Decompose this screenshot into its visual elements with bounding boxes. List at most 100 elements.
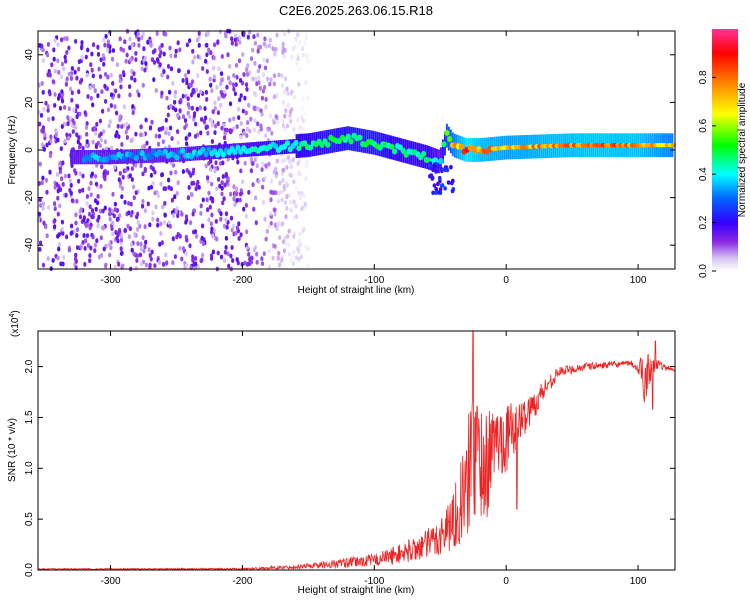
noise-speckle	[151, 216, 155, 222]
noise-speckle	[213, 130, 217, 136]
noise-speckle	[284, 214, 288, 220]
noise-speckle	[66, 115, 70, 120]
noise-speckle	[77, 66, 81, 72]
noise-speckle	[223, 89, 227, 95]
noise-speckle	[191, 170, 195, 176]
noise-speckle	[210, 256, 214, 261]
noise-speckle	[245, 245, 250, 251]
noise-speckle	[224, 235, 228, 241]
noise-speckle	[116, 123, 120, 129]
x-tick-label: -300	[101, 576, 121, 587]
noise-speckle	[58, 105, 63, 111]
noise-speckle	[184, 136, 188, 141]
noise-speckle	[235, 191, 239, 197]
noise-speckle	[130, 42, 134, 48]
ridge-point	[302, 140, 308, 147]
noise-speckle	[166, 74, 170, 80]
noise-speckle	[185, 42, 189, 48]
noise-speckle	[53, 184, 57, 190]
noise-speckle	[260, 261, 265, 266]
noise-speckle	[62, 255, 66, 260]
noise-speckle	[194, 261, 198, 267]
x-tick-label: -300	[101, 275, 121, 286]
noise-speckle	[162, 186, 166, 192]
noise-speckle	[199, 211, 203, 216]
noise-speckle	[255, 251, 259, 257]
noise-speckle	[225, 84, 229, 90]
noise-speckle	[161, 262, 166, 267]
noise-speckle	[254, 220, 258, 226]
noise-speckle	[120, 124, 124, 129]
noise-speckle	[292, 179, 296, 185]
noise-speckle	[46, 104, 50, 109]
noise-speckle	[306, 246, 310, 252]
ridge-point	[325, 141, 331, 148]
noise-speckle	[151, 181, 155, 187]
snr-panel: -300 -200 -100 0 100 0.0 0.5 1.0 1.5 2.0 Height …	[7, 310, 676, 596]
noise-speckle	[220, 54, 224, 59]
noise-speckle	[149, 172, 153, 178]
noise-speckle	[67, 106, 71, 112]
noise-speckle	[278, 222, 282, 228]
noise-speckle	[96, 93, 100, 99]
noise-speckle	[260, 256, 264, 261]
ridge-point	[307, 144, 314, 151]
noise-speckle	[60, 74, 64, 79]
noise-speckle	[37, 211, 42, 217]
noise-speckle	[194, 256, 198, 261]
noise-speckle	[115, 217, 119, 222]
noise-speckle	[181, 93, 185, 99]
noise-speckle	[251, 47, 255, 53]
ridge-point	[220, 151, 226, 158]
x-tick-label: -200	[232, 576, 252, 587]
noise-speckle	[178, 99, 182, 105]
noise-speckle	[191, 48, 195, 54]
noise-speckle	[89, 180, 93, 186]
ridge-point	[174, 154, 180, 161]
noise-speckle	[253, 61, 257, 66]
noise-speckle	[139, 163, 143, 169]
noise-speckle	[39, 240, 43, 246]
noise-speckle	[161, 139, 165, 145]
noise-speckle	[160, 172, 164, 178]
noise-speckle	[234, 186, 239, 192]
noise-speckle	[104, 99, 108, 104]
noise-speckle	[219, 254, 224, 260]
noise-speckle	[235, 124, 239, 129]
noise-speckle	[88, 253, 92, 258]
ridge-halo	[360, 128, 363, 153]
noise-speckle	[213, 100, 217, 106]
noise-speckle	[169, 186, 173, 192]
noise-speckle	[239, 93, 243, 98]
noise-speckle	[212, 228, 216, 234]
noise-speckle	[118, 213, 122, 219]
noise-speckle	[260, 95, 264, 101]
noise-speckle	[137, 42, 141, 48]
noise-speckle	[45, 142, 49, 148]
noise-speckle	[91, 73, 95, 79]
noise-speckle	[286, 233, 290, 239]
noise-speckle	[191, 88, 195, 93]
colorbar-tick-label: 0.8	[698, 70, 709, 84]
noise-speckle	[60, 124, 64, 129]
noise-speckle	[128, 173, 132, 179]
noise-speckle	[173, 94, 177, 99]
noise-speckle	[99, 184, 103, 189]
noise-speckle	[118, 36, 122, 42]
noise-speckle	[38, 247, 42, 252]
noise-speckle	[81, 240, 85, 245]
noise-speckle	[272, 81, 276, 87]
noise-speckle	[204, 163, 208, 169]
noise-speckle	[298, 125, 302, 131]
noise-speckle	[295, 61, 299, 67]
noise-speckle	[103, 83, 107, 89]
noise-speckle	[295, 255, 299, 261]
noise-speckle	[280, 256, 284, 262]
noise-speckle	[294, 203, 298, 209]
noise-speckle	[262, 72, 266, 78]
noise-speckle	[215, 186, 219, 192]
noise-speckle	[63, 138, 67, 144]
noise-speckle	[300, 205, 304, 211]
noise-speckle	[259, 123, 263, 129]
noise-speckle	[164, 130, 168, 136]
